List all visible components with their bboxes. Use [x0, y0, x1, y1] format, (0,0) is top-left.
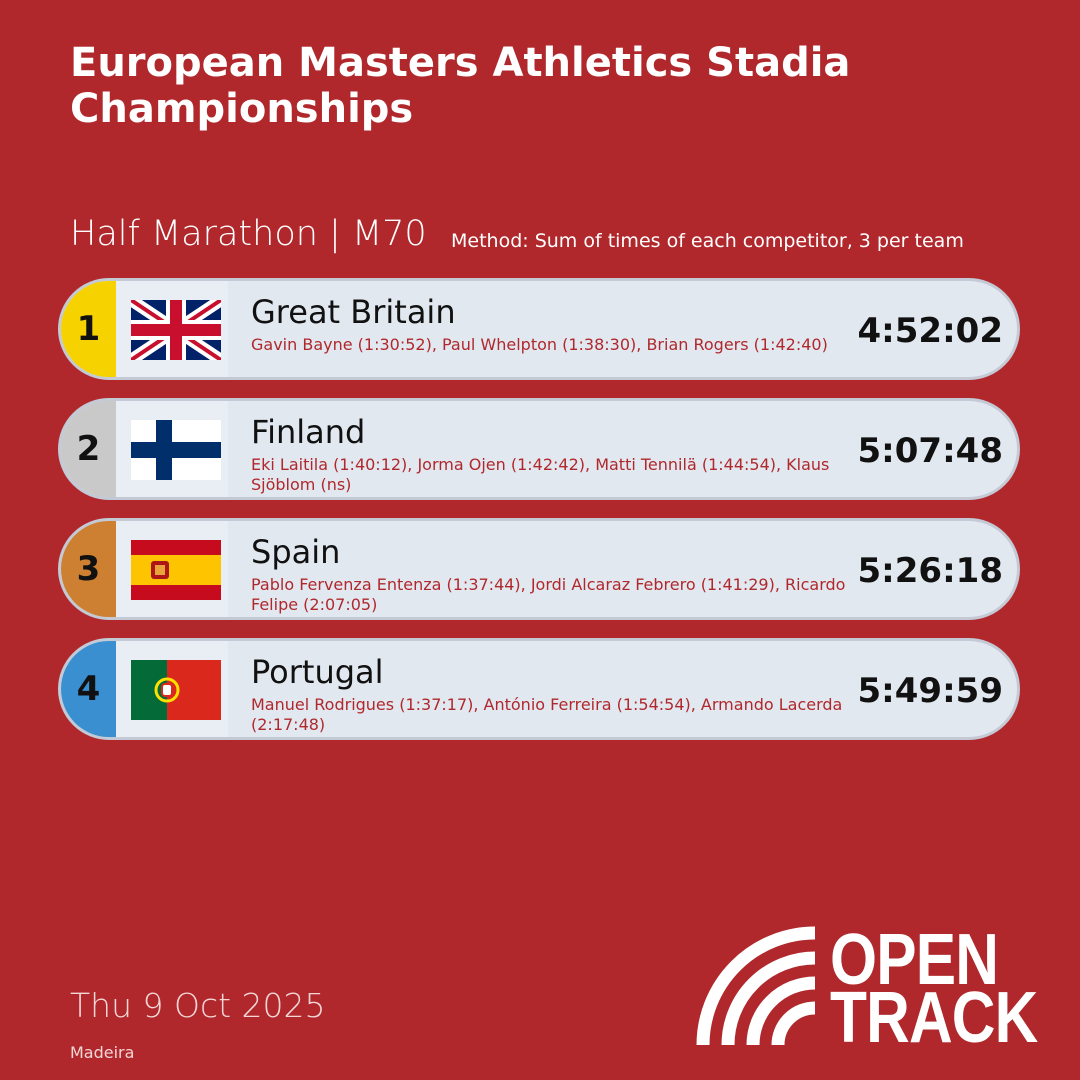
rank: 1: [61, 281, 116, 377]
result-row: 2 Finland Eki Laitila (1:40:12), Jorma O…: [58, 398, 1020, 500]
time: 5:07:48: [857, 431, 1003, 471]
method: Method: Sum of times of each competitor,…: [451, 230, 964, 252]
rank: 2: [61, 401, 116, 497]
logo-text: OPEN: [830, 920, 999, 1000]
time: 5:26:18: [857, 551, 1003, 591]
athletes: Eki Laitila (1:40:12), Jorma Ojen (1:42:…: [251, 455, 830, 494]
time: 4:52:02: [857, 311, 1003, 351]
country: Great Britain: [251, 293, 456, 331]
flag-box: [116, 521, 228, 617]
country: Finland: [251, 413, 366, 451]
title: European Masters Athletics Stadia Champi…: [70, 40, 851, 132]
rank: 4: [61, 641, 116, 737]
flag: [131, 540, 221, 600]
country: Portugal: [251, 653, 384, 691]
flag: [131, 420, 221, 480]
rank: 3: [61, 521, 116, 617]
athletes: Pablo Fervenza Entenza (1:37:44), Jordi …: [251, 575, 846, 614]
flag-box: [116, 641, 228, 737]
date: Thu 9 Oct 2025: [70, 986, 326, 1025]
logo-icon: [696, 926, 815, 1045]
flag-box: [116, 401, 228, 497]
athletes: Gavin Bayne (1:30:52), Paul Whelpton (1:…: [251, 335, 828, 354]
location: Madeira: [70, 1043, 135, 1062]
athletes: Manuel Rodrigues (1:37:17), António Ferr…: [251, 695, 843, 734]
time: 5:49:59: [857, 671, 1003, 711]
result-row: 1 Great Britain Gavin Bayne (1:30:52), P…: [58, 278, 1020, 380]
flag: [131, 660, 221, 720]
result-row: 4 Portugal Manuel Rodrigues (1:37:17), A…: [58, 638, 1020, 740]
flag-box: [116, 281, 228, 377]
result-row: 3 Spain Pablo Fervenza Entenza (1:37:44)…: [58, 518, 1020, 620]
event: Half Marathon | M70: [70, 214, 427, 254]
flag: [131, 300, 221, 360]
country: Spain: [251, 533, 341, 571]
logo-text: TRACK: [830, 978, 1038, 1058]
